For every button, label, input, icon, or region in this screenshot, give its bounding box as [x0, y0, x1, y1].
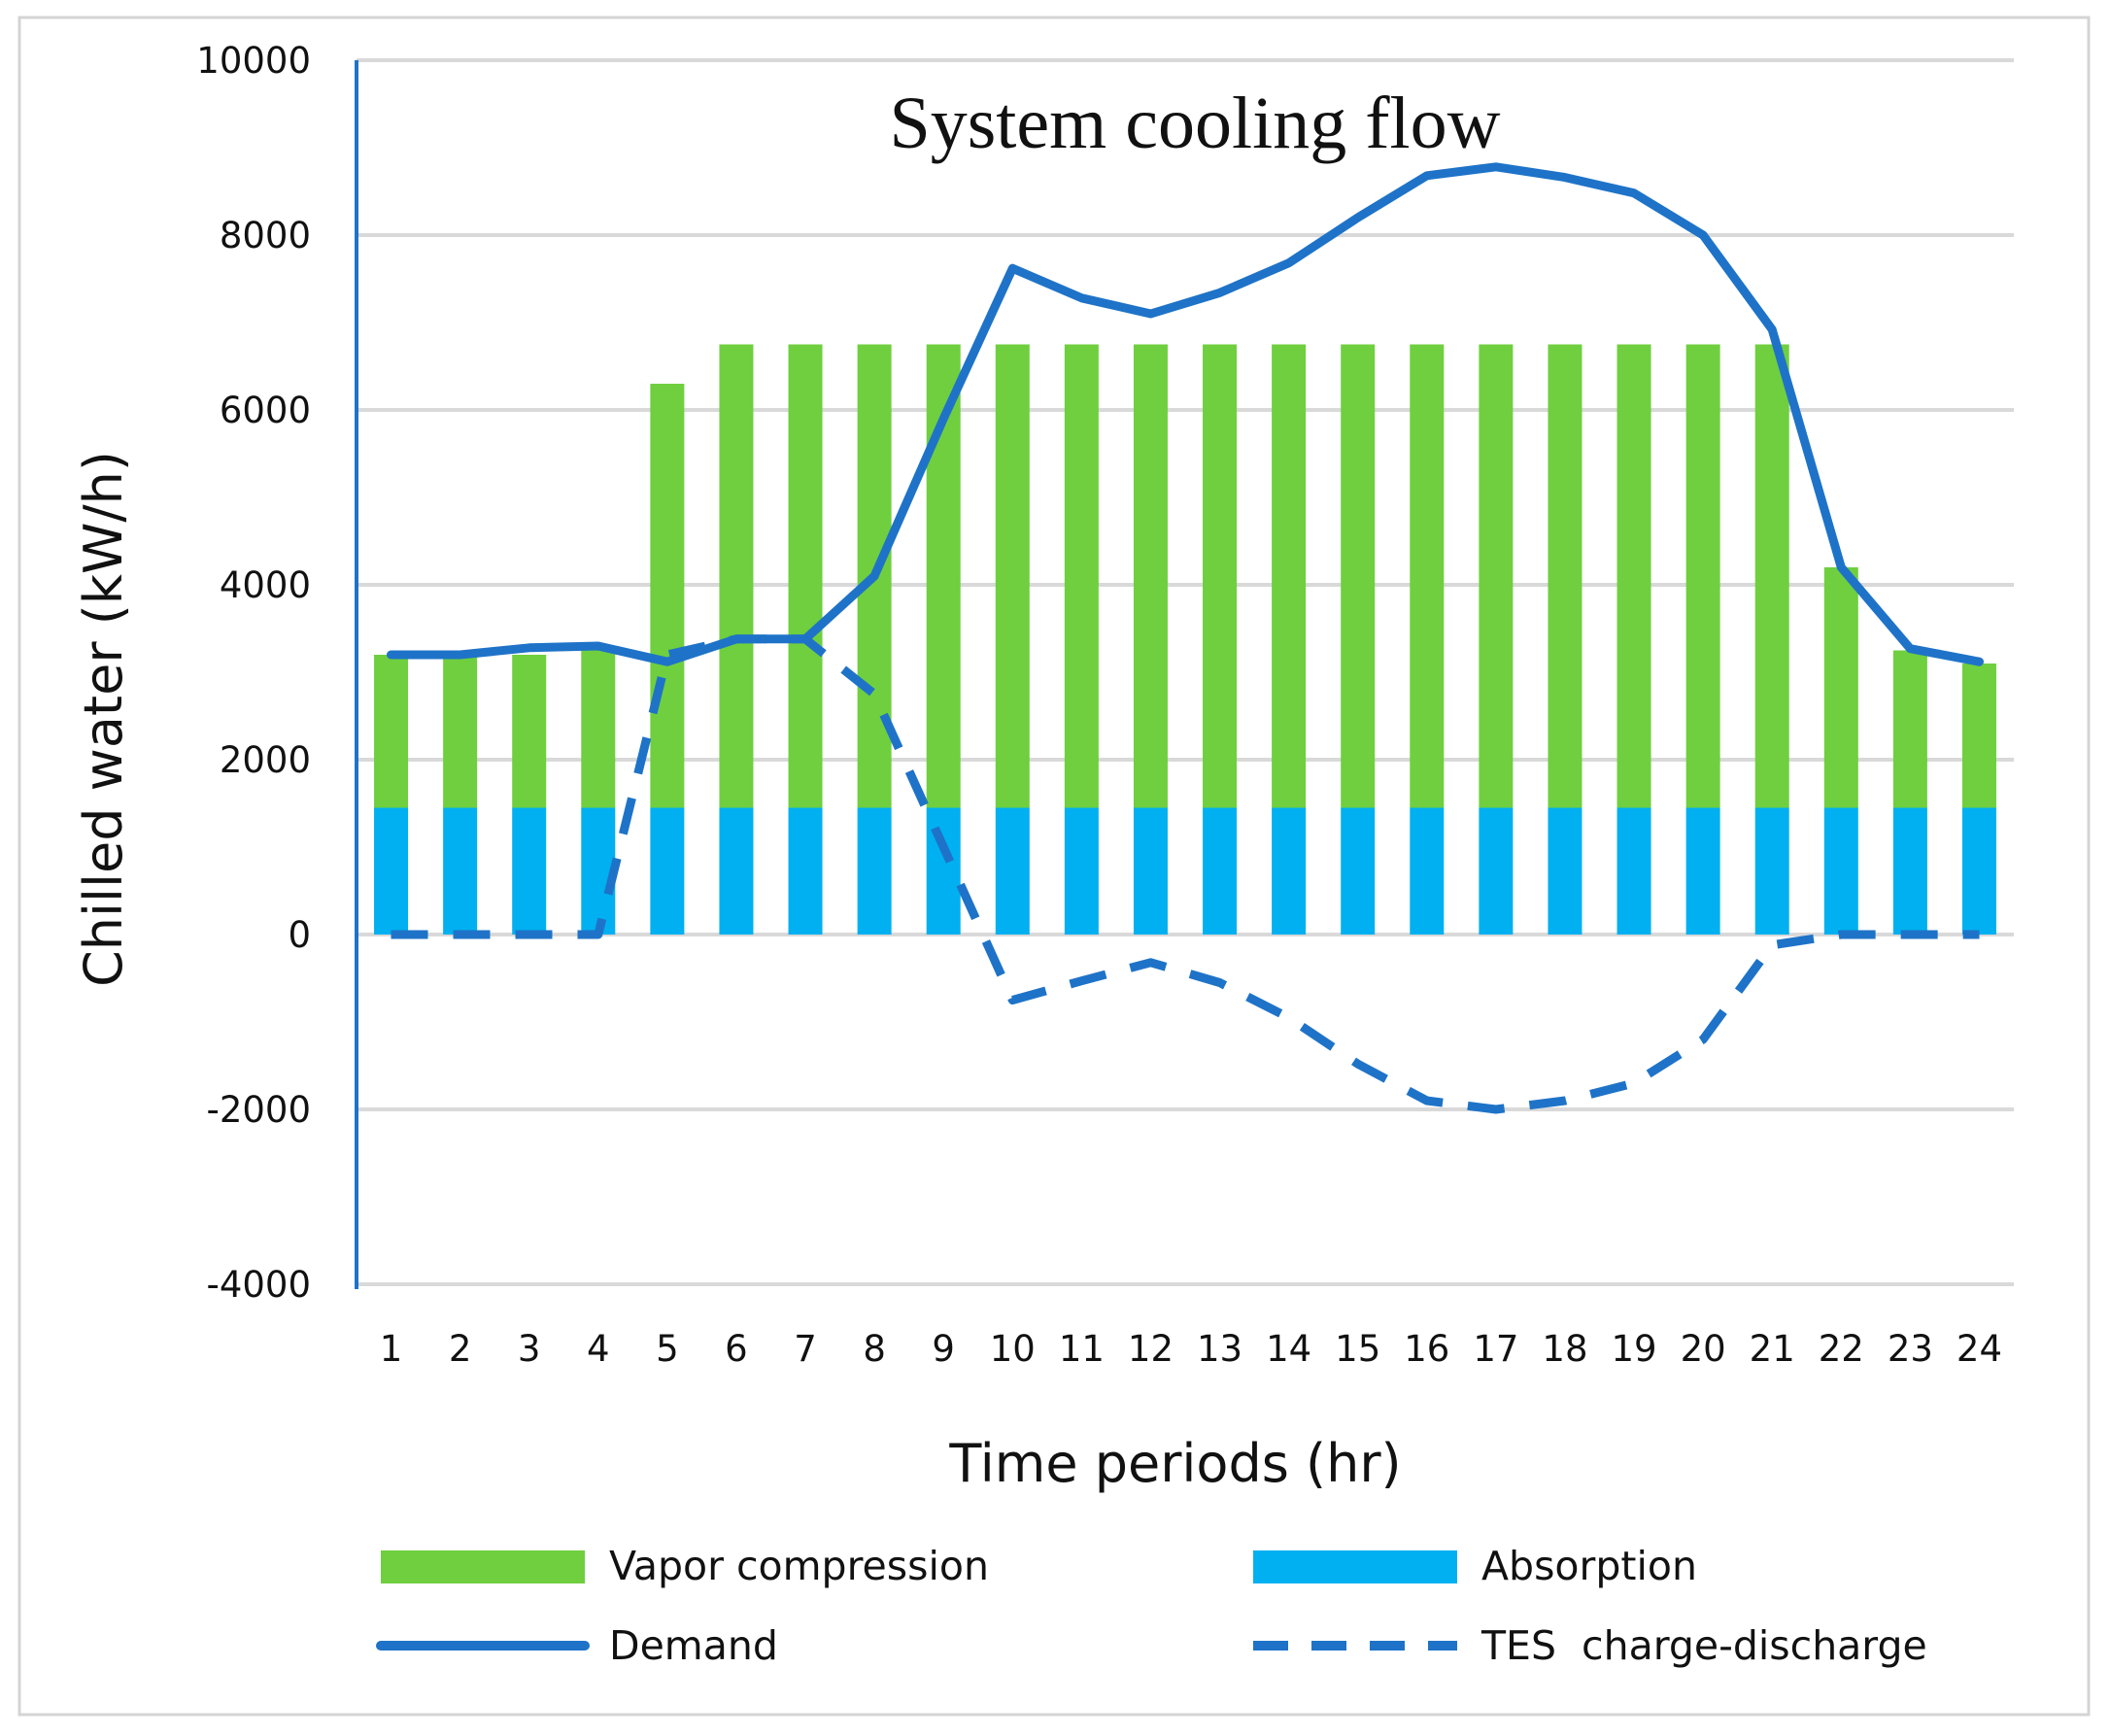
bar-vapor-compression	[1961, 664, 1996, 808]
y-tick-label: -2000	[206, 1089, 311, 1131]
x-tick-label: 7	[794, 1328, 817, 1370]
bar-absorption	[1892, 807, 1927, 935]
bar-vapor-compression	[1341, 344, 1376, 808]
bar-absorption	[1410, 807, 1445, 935]
y-tick-label: 0	[288, 914, 311, 956]
bar-vapor-compression	[1272, 344, 1307, 808]
chart-title: System cooling flow	[889, 83, 1500, 164]
x-tick-label: 8	[863, 1328, 886, 1370]
x-tick-label: 19	[1611, 1328, 1656, 1370]
bar-vapor-compression	[1479, 344, 1514, 808]
bar-vapor-compression	[1823, 567, 1858, 808]
bar-absorption	[1823, 807, 1858, 935]
x-tick-label: 13	[1197, 1328, 1242, 1370]
bar-absorption	[1685, 807, 1720, 935]
x-tick-label: 3	[518, 1328, 541, 1370]
bar-vapor-compression	[1064, 344, 1099, 808]
x-tick-label: 12	[1128, 1328, 1174, 1370]
y-axis-title: Chilled water (kW/h)	[73, 451, 134, 987]
y-tick-label: 4000	[220, 564, 311, 606]
bar-absorption	[995, 807, 1030, 935]
x-tick-label: 2	[449, 1328, 472, 1370]
x-tick-label: 20	[1681, 1328, 1726, 1370]
bar-absorption	[719, 807, 754, 935]
bars	[374, 344, 1996, 935]
legend-label-absorption: Absorption	[1481, 1543, 1697, 1589]
bar-vapor-compression	[995, 344, 1030, 808]
bar-absorption	[1133, 807, 1168, 935]
y-tick-label: 6000	[220, 390, 311, 431]
x-tick-label: 11	[1059, 1328, 1105, 1370]
bar-absorption	[1961, 807, 1996, 935]
bar-vapor-compression	[1892, 650, 1927, 808]
x-tick-label: 9	[932, 1328, 955, 1370]
bar-vapor-compression	[1410, 344, 1445, 808]
x-tick-label: 21	[1750, 1328, 1795, 1370]
x-tick-label: 4	[587, 1328, 610, 1370]
bar-absorption	[1479, 807, 1514, 935]
y-tick-label: 8000	[220, 215, 311, 256]
bar-absorption	[374, 807, 409, 935]
line-demand	[387, 162, 1984, 666]
bar-vapor-compression	[581, 650, 616, 808]
bar-vapor-compression	[1617, 344, 1651, 808]
bar-absorption	[512, 807, 547, 935]
bar-absorption	[1064, 807, 1099, 935]
bar-absorption	[926, 807, 961, 935]
y-tick-labels: 10000 8000 6000 4000 2000 0 -2000 -4000	[196, 40, 311, 1306]
x-tick-label: 16	[1404, 1328, 1449, 1370]
x-tick-label: 1	[380, 1328, 403, 1370]
bar-vapor-compression	[374, 655, 409, 808]
bar-absorption	[1341, 807, 1376, 935]
legend-label-tes-charge-discharge: TES charge-discharge	[1480, 1622, 1927, 1669]
legend-label-demand: Demand	[609, 1622, 778, 1669]
x-axis-title: Time periods (hr)	[948, 1433, 1401, 1494]
bar-absorption	[788, 807, 823, 935]
bar-vapor-compression	[1133, 344, 1168, 808]
bar-vapor-compression	[512, 655, 547, 808]
x-tick-label: 17	[1473, 1328, 1518, 1370]
x-tick-labels: 1 2 3 4 5 6 7 8 9 10 11 12 13 14 15 16 17 18 19 20 21 22 23 24	[380, 1328, 2002, 1370]
bar-absorption	[1617, 807, 1651, 935]
x-tick-label: 24	[1957, 1328, 2002, 1370]
x-tick-label: 23	[1888, 1328, 1933, 1370]
legend-label-vapor-compression: Vapor compression	[609, 1543, 989, 1589]
bar-absorption	[443, 807, 478, 935]
bar-vapor-compression	[650, 384, 685, 808]
x-tick-label: 5	[656, 1328, 679, 1370]
legend-swatch-vapor-compression	[381, 1550, 585, 1583]
legend-swatch-absorption	[1253, 1550, 1457, 1583]
x-tick-label: 18	[1542, 1328, 1587, 1370]
bar-absorption	[1272, 807, 1307, 935]
bar-vapor-compression	[719, 344, 754, 808]
gridlines	[357, 58, 2014, 1286]
chart-border	[17, 16, 2091, 1717]
bar-vapor-compression	[788, 344, 823, 808]
bar-absorption	[650, 807, 685, 935]
x-tick-label: 14	[1266, 1328, 1311, 1370]
bar-vapor-compression	[1548, 344, 1582, 808]
bar-absorption	[857, 807, 892, 935]
y-tick-label: 10000	[196, 40, 311, 82]
y-tick-label: 2000	[220, 739, 311, 781]
bar-absorption	[1548, 807, 1582, 935]
bar-vapor-compression	[1203, 344, 1238, 808]
line-tes-charge-discharge	[391, 634, 1980, 1114]
x-tick-label: 15	[1335, 1328, 1380, 1370]
bar-absorption	[1203, 807, 1238, 935]
x-tick-label: 6	[725, 1328, 748, 1370]
bar-absorption	[1754, 807, 1789, 935]
y-tick-label: -4000	[206, 1264, 311, 1306]
bar-vapor-compression	[1754, 344, 1789, 808]
bar-vapor-compression	[443, 655, 478, 808]
x-tick-label: 10	[990, 1328, 1036, 1370]
bar-vapor-compression	[1685, 344, 1720, 808]
lines	[387, 162, 1984, 1114]
x-tick-label: 22	[1819, 1328, 1864, 1370]
legend: Vapor compression Absorption Demand TES …	[376, 1543, 1927, 1669]
